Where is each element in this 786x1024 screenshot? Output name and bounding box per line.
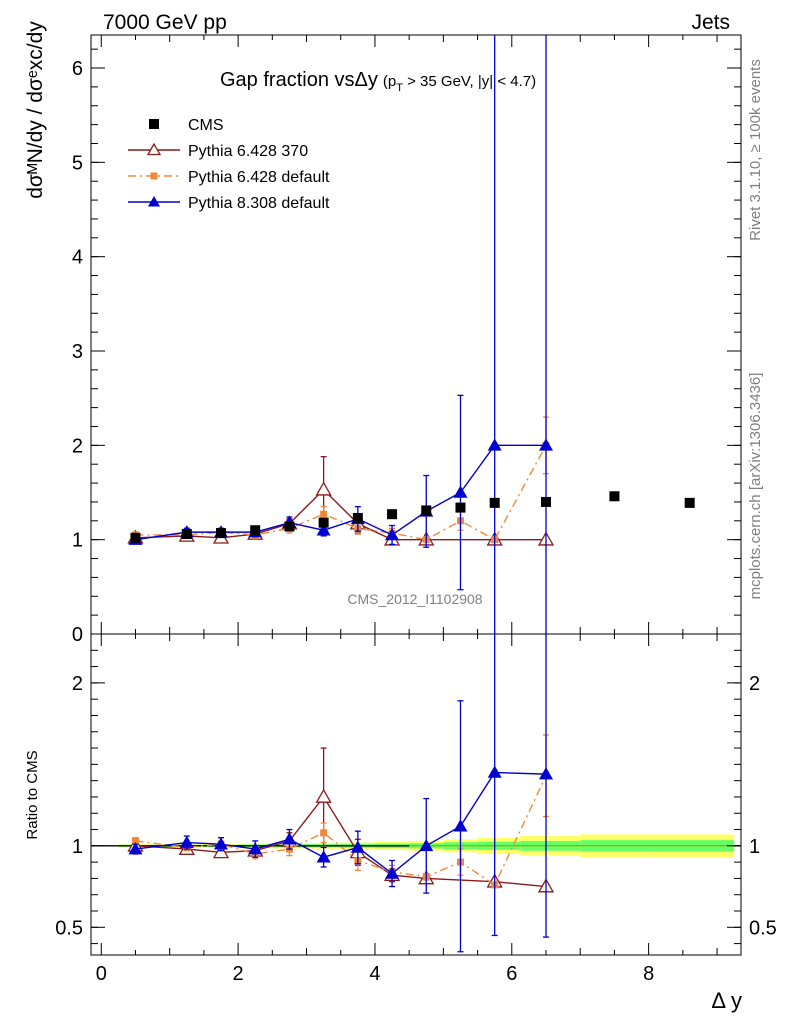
- analysis-watermark: CMS_2012_I1102908: [347, 591, 482, 607]
- x-tick-label: 4: [369, 963, 380, 985]
- y-tick-label: 2: [72, 435, 83, 457]
- legend-item-pdef: Pythia 6.428 default: [128, 169, 330, 186]
- marker: [179, 835, 194, 848]
- cms-marker: [421, 505, 432, 516]
- cms-marker: [684, 497, 695, 508]
- marker: [212, 844, 230, 859]
- marker: [539, 767, 553, 780]
- y-tick-label-right: 0.5: [749, 917, 777, 939]
- y-tick-label: 0.5: [55, 917, 83, 939]
- ylabel-top: dσᴹN/dy / dσᵉxc/dy: [24, 21, 47, 199]
- y-tick-label-right: 2: [749, 673, 760, 695]
- marker: [128, 842, 143, 855]
- marker: [487, 765, 502, 778]
- cms-marker: [387, 509, 398, 520]
- cms-marker: [609, 491, 620, 502]
- series-p8: [128, 634, 553, 953]
- marker: [453, 485, 468, 498]
- cms-marker: [455, 502, 466, 513]
- rivet-label: Rivet 3.1.10, ≥ 100k events: [747, 59, 764, 241]
- marker: [150, 172, 158, 180]
- series-line: [135, 771, 547, 875]
- series-p370: [127, 747, 555, 893]
- y-tick-label: 1: [72, 530, 83, 552]
- plot-title-cut: (p: [383, 73, 396, 90]
- marker: [320, 510, 328, 518]
- marker: [453, 819, 468, 832]
- header-left: 7000 GeV pp: [103, 11, 227, 34]
- marker: [316, 850, 331, 863]
- cms-marker: [318, 517, 329, 528]
- cms-marker: [352, 512, 363, 523]
- x-tick-label: 2: [233, 963, 244, 985]
- marker: [320, 829, 328, 837]
- plot-title-main: Gap fraction vsΔy: [220, 69, 378, 91]
- plot-title-cut-sub: T: [396, 82, 403, 94]
- plot-title-cut-rest: > 35 GeV, |y| < 4.7): [403, 73, 536, 90]
- legend-label: CMS: [188, 117, 224, 134]
- y-tick-label: 1: [72, 836, 83, 858]
- marker: [487, 438, 502, 451]
- ratio-panel: 0.5 0.5 1 1 2 2 0 2 4 6 8: [55, 633, 777, 985]
- legend-label: Pythia 6.428 default: [188, 169, 330, 186]
- marker: [131, 837, 139, 845]
- legend-label: Pythia 6.428 370: [188, 143, 308, 160]
- x-tick-label: 8: [643, 963, 654, 985]
- ylabel-top-text: dσᴹN/dy / dσᵉxc/dy: [24, 21, 47, 199]
- marker: [248, 842, 263, 855]
- legend-item-p8: Pythia 8.308 default: [128, 195, 330, 212]
- cms-marker: [250, 525, 261, 536]
- y-tick-label: 0: [72, 624, 83, 646]
- series-line: [135, 444, 546, 541]
- x-tick-label: 0: [96, 963, 107, 985]
- legend-item-cms: CMS: [149, 117, 224, 134]
- y-tick-label: 2: [72, 673, 83, 695]
- cms-marker: [216, 528, 226, 539]
- plot-title: Gap fraction vsΔy (pT > 35 GeV, |y| < 4.7…: [220, 69, 536, 94]
- marker: [214, 837, 228, 850]
- series-line: [135, 775, 547, 886]
- marker: [419, 838, 434, 852]
- cms-marker: [130, 532, 141, 543]
- legend-item-p370: Pythia 6.428 370: [128, 142, 308, 160]
- y-tick-label-right: 1: [749, 836, 760, 858]
- axes-frame: [90, 633, 742, 956]
- series-pdef: [131, 734, 550, 889]
- cms-marker: [541, 496, 551, 507]
- cms-marker: [489, 497, 500, 508]
- cms-marker: [149, 119, 159, 129]
- marker: [148, 196, 160, 207]
- header-right: Jets: [691, 11, 730, 34]
- cms-marker: [181, 529, 192, 540]
- marker: [315, 481, 332, 496]
- cms-marker: [284, 521, 295, 532]
- marker: [316, 523, 331, 536]
- marker: [315, 788, 332, 803]
- marker: [385, 866, 400, 879]
- ylabel-ratio: Ratio to CMS: [24, 750, 41, 839]
- y-tick-label: 6: [72, 58, 83, 80]
- mcplots-label: mcplots.cern.ch [arXiv:1306.3436]: [747, 373, 764, 600]
- legend-label: Pythia 8.308 default: [188, 195, 330, 212]
- marker: [539, 438, 553, 451]
- marker: [282, 832, 297, 845]
- marker: [385, 527, 400, 541]
- xlabel: Δ y: [711, 988, 742, 1013]
- legend: CMS Pythia 6.428 370 Pythia 6.428 default P…: [128, 117, 330, 212]
- y-tick-label: 4: [72, 247, 83, 269]
- y-tick-label: 3: [72, 341, 83, 363]
- marker: [146, 142, 162, 156]
- x-tick-label: 6: [506, 963, 517, 985]
- marker: [350, 840, 365, 853]
- series-p8: [128, 35, 553, 634]
- series-cms: [130, 491, 695, 543]
- main-panel: 0 1 2 3 4 5 6: [72, 34, 742, 646]
- y-tick-label: 5: [72, 152, 83, 174]
